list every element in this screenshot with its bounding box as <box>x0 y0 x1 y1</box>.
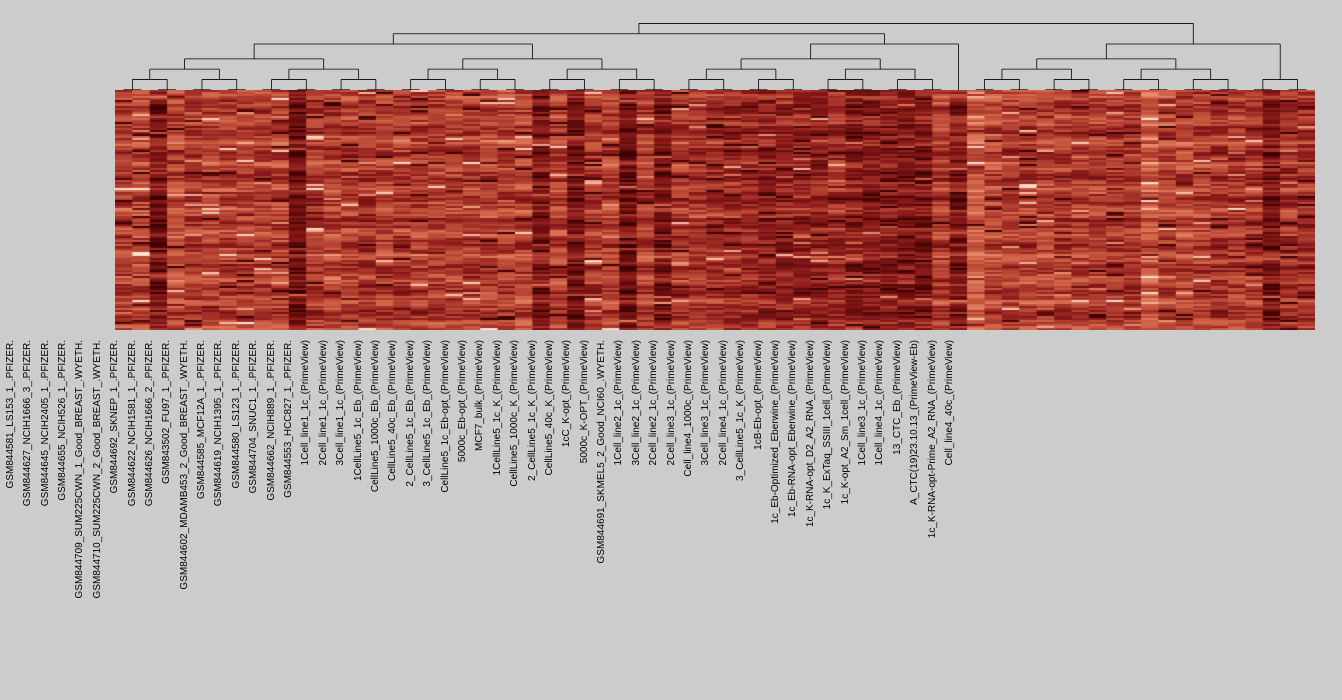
column-label: 2Cell_line3_1c_(PrimeView) <box>666 340 677 690</box>
column-label: 2Cell_line1_1c_(PrimeView) <box>318 340 329 690</box>
column-label: 5000c_K-OPT_(PrimeView) <box>579 340 590 690</box>
column-label: 2Cell_line2_1c_(PrimeView) <box>648 340 659 690</box>
column-label: GSM844553_HCC827_1_.PFIZER. <box>283 340 294 690</box>
column-label: CellLine5_1000c_K_(PrimeView) <box>509 340 520 690</box>
column-label: 1Cell_line4_1c_(PrimeView) <box>874 340 885 690</box>
heatmap-figure: GSM844617_NCIH1299_1_.PFIZER.GSM844625_N… <box>0 0 1342 700</box>
column-label: GSM844662_NCIH889_1_.PFIZER. <box>266 340 277 690</box>
column-label: 1CellLine5_1c_K_(PrimeView) <box>492 340 503 690</box>
column-dendrogram <box>0 10 1342 100</box>
column-label: GSM844692_SKNEP_1_.PFIZER. <box>109 340 120 690</box>
column-label: CellLine5_1000c_Eb_(PrimeView) <box>370 340 381 690</box>
column-label: 1Cell_line2_1c_(PrimeView) <box>613 340 624 690</box>
column-label: CellLine5_40c_K_(PrimeView) <box>544 340 555 690</box>
column-label: 1c_K-opt_A2_Sm_1cell_(PrimeView) <box>840 340 851 690</box>
column-label: GSM844627_NCIH1666_3_.PFIZER. <box>22 340 33 690</box>
column-label: 1c_Eb-Optimized_Eberwine_(PrimeView) <box>770 340 781 690</box>
column-label: 1c_Eb-RNA-opt_Eberwine_(PrimeView) <box>787 340 798 690</box>
column-label: 5000c_Eb-opt_(PrimeView) <box>457 340 468 690</box>
column-label: GSM844602_MDAMB453_2_Good_BREAST_.WYETH. <box>179 340 190 690</box>
column-label: GSM844580_LS123_1_.PFIZER. <box>231 340 242 690</box>
column-label: 3_CellLine5_1c_Eb_(PrimeView) <box>422 340 433 690</box>
column-label: 3_CellLine5_1c_K_(PrimeView) <box>735 340 746 690</box>
column-label: 2Cell_line4_1c_(PrimeView) <box>718 340 729 690</box>
column-label: 2_CellLine5_1c_Eb_(PrimeView) <box>405 340 416 690</box>
column-label: GSM843502_FU97_1_.PFIZER. <box>161 340 172 690</box>
column-label: 1cC_K-opt_(PrimeView) <box>561 340 572 690</box>
column-label: GSM844626_NCIH1666_2_.PFIZER. <box>144 340 155 690</box>
column-label: 1Cell_line1_1c_(PrimeView) <box>300 340 311 690</box>
column-label: GSM844655_NCIH526_1_.PFIZER. <box>57 340 68 690</box>
column-label: 1c_K-RNA-opt_D2_A2_RNA_(PrimeView) <box>805 340 816 690</box>
column-label: 3Cell_line2_1c_(PrimeView) <box>631 340 642 690</box>
column-label: GSM844619_NCIH1395_1_.PFIZER. <box>213 340 224 690</box>
column-label: GSM844645_NCIH2405_1_.PFIZER. <box>40 340 51 690</box>
column-label: 2_CellLine5_1c_K_(PrimeView) <box>527 340 538 690</box>
column-label: GSM844704_SNUC1_1_.PFIZER. <box>248 340 259 690</box>
column-label: GSM844622_NCIH1581_1_.PFIZER. <box>127 340 138 690</box>
column-label: Cell_line4_1000c_(PrimeView) <box>683 340 694 690</box>
column-labels: GSM844617_NCIH1299_1_.PFIZER.GSM844625_N… <box>115 340 1315 700</box>
column-label: 13_CTC_Eb_(PrimeView) <box>892 340 903 690</box>
column-label: GSM844691_SKMEL5_2_Good_NCI60_.WYETH. <box>596 340 607 690</box>
column-label: MCF7_bulk_(PrimeView) <box>474 340 485 690</box>
column-label: 1cB-Eb-opt_(PrimeView) <box>753 340 764 690</box>
column-label: 1CellLine5_1c_Eb_(PrimeView) <box>353 340 364 690</box>
column-label: CellLine5_40c_Eb_(PrimeView) <box>387 340 398 690</box>
column-label: 3Cell_line1_1c_(PrimeView) <box>335 340 346 690</box>
column-label: GSM844581_LS153_1_.PFIZER. <box>5 340 16 690</box>
column-label: GSM844709_SUM225CWN_1_Good_BREAST_.WYETH… <box>74 340 85 690</box>
column-label: CellLine5_1c_Eb-opt_(PrimeView) <box>440 340 451 690</box>
column-label: GSM844710_SUM225CWN_2_Good_BREAST_.WYETH… <box>92 340 103 690</box>
column-label: 1c_K_ExTaq_SSIII_1cell_(PrimeView) <box>822 340 833 690</box>
column-label: A_CTC(19)23.10.13_(PrimeView-Eb) <box>909 340 920 690</box>
column-label: 1c_K-RNA-opt-Prime_A2_RNA_(PrimeView) <box>927 340 938 690</box>
column-label: 3Cell_line3_1c_(PrimeView) <box>700 340 711 690</box>
expression-heatmap <box>115 90 1315 330</box>
column-label: GSM844585_MCF12A_1_.PFIZER. <box>196 340 207 690</box>
column-label: Cell_line4_40c_(PrimeView) <box>944 340 955 690</box>
column-label: 1Cell_line3_1c_(PrimeView) <box>857 340 868 690</box>
